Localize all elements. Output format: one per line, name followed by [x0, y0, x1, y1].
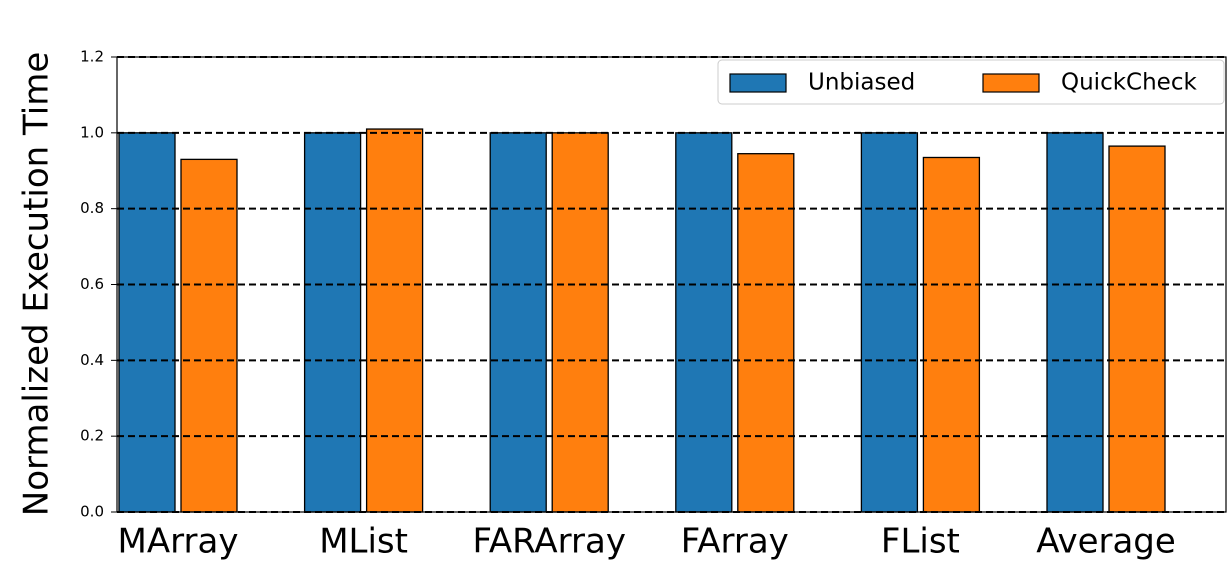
- y-tick-label: 0.4: [80, 351, 104, 369]
- bar: [551, 132, 609, 513]
- y-tick-label: 0.0: [80, 503, 104, 521]
- legend-label: QuickCheck: [1061, 70, 1197, 96]
- legend-label: Unbiased: [808, 70, 915, 96]
- axes-frame: [116, 56, 1227, 513]
- y-tick-label: 0.6: [80, 275, 104, 293]
- y-axis-label: Normalized Execution Time: [17, 52, 57, 516]
- bar: [365, 128, 424, 513]
- bar: [180, 158, 238, 513]
- y-tick-label: 1.2: [80, 48, 104, 66]
- bar: [860, 132, 919, 513]
- x-tick-label: FList: [881, 522, 960, 562]
- x-tick-label: FArray: [681, 522, 789, 562]
- y-tick-label: 0.8: [80, 199, 104, 217]
- legend-swatch: [982, 73, 1040, 93]
- legend-box: [717, 59, 1225, 105]
- bar: [737, 153, 795, 513]
- bar: [922, 156, 981, 513]
- y-tick-label: 1.0: [80, 123, 104, 141]
- legend-swatch: [729, 73, 787, 93]
- y-tick-label: 0.2: [80, 427, 104, 445]
- bar: [675, 132, 733, 513]
- bar: [489, 132, 547, 513]
- x-tick-label: MList: [319, 522, 408, 562]
- bar: [118, 132, 176, 513]
- bar: [303, 132, 362, 513]
- x-tick-label: Average: [1036, 522, 1176, 562]
- x-tick-label: MArray: [118, 522, 239, 562]
- bar: [1108, 145, 1166, 513]
- bar: [1046, 132, 1104, 513]
- x-tick-label: FARArray: [472, 522, 626, 562]
